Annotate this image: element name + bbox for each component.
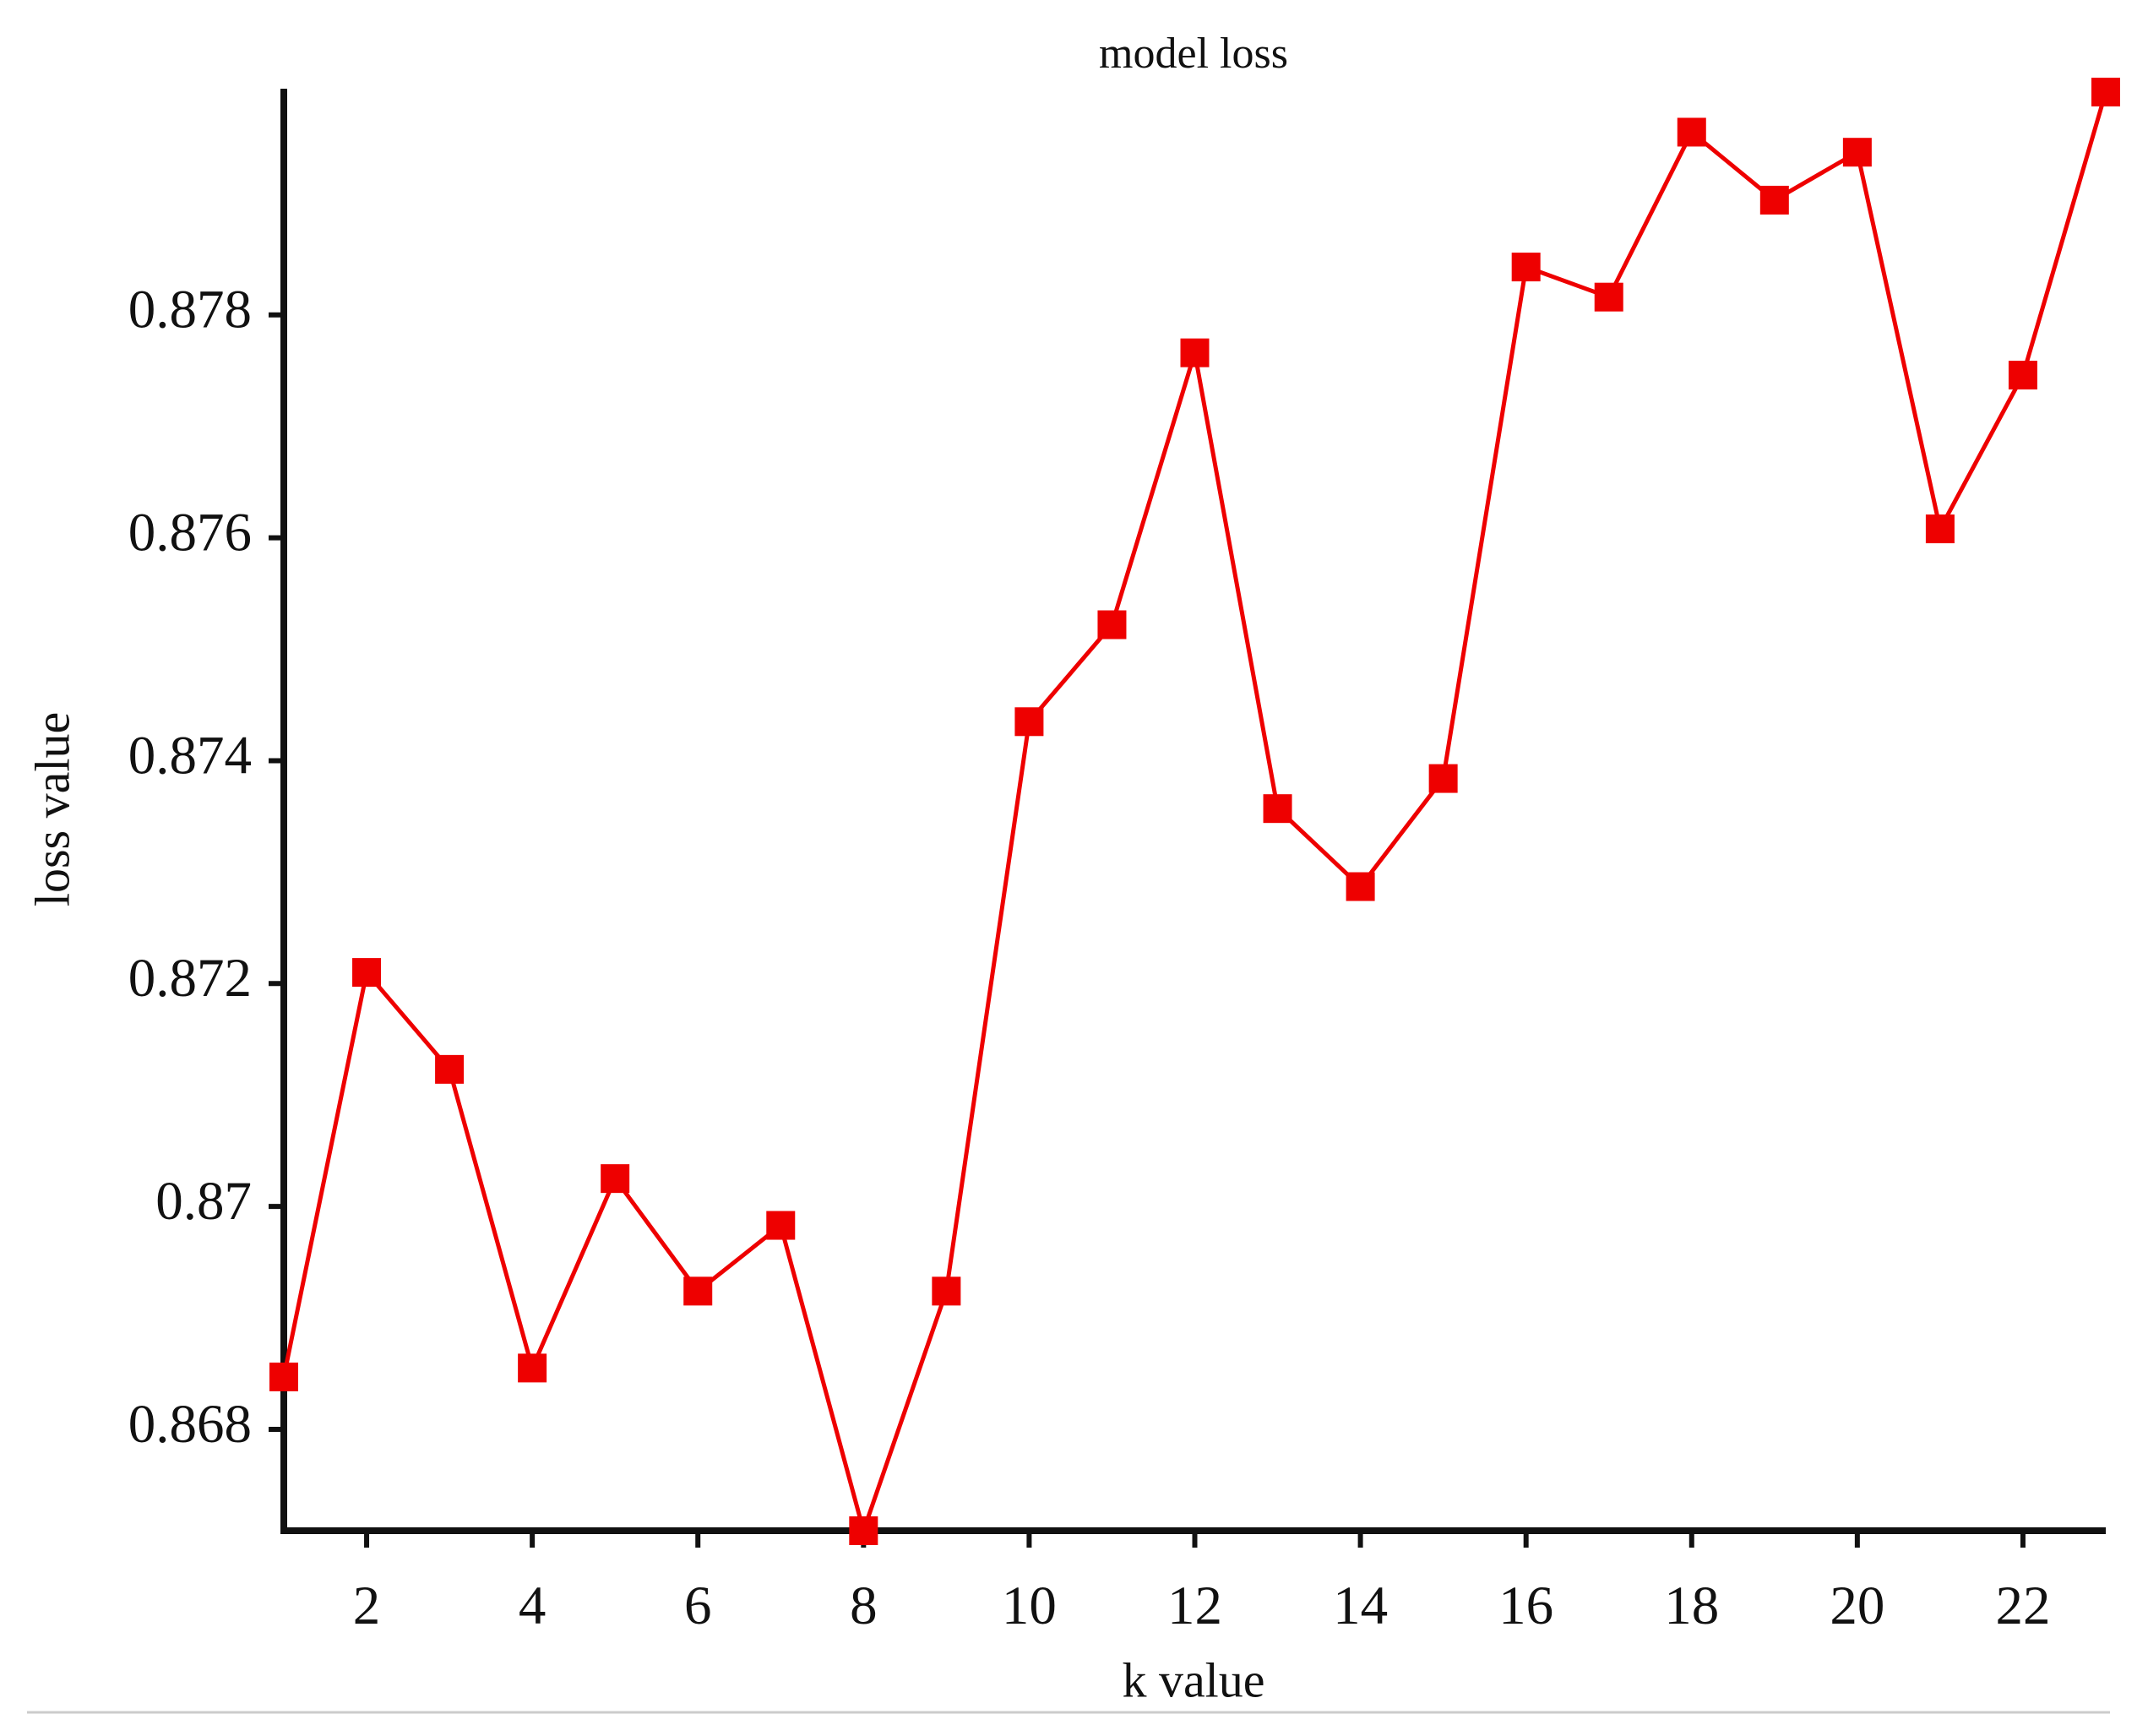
- marker: [1263, 794, 1292, 824]
- y-tick-label: 0.878: [128, 280, 252, 340]
- x-tick-label: 14: [1333, 1575, 1388, 1636]
- y-tick-label: 0.874: [128, 725, 252, 786]
- marker: [1677, 117, 1706, 147]
- x-tick-label: 22: [1995, 1575, 2050, 1636]
- y-tick-label: 0.876: [128, 503, 252, 563]
- marker: [1014, 707, 1044, 737]
- y-tick-label: 0.87: [155, 1171, 252, 1232]
- marker: [2008, 361, 2037, 390]
- marker: [683, 1276, 713, 1306]
- marker: [269, 1362, 298, 1391]
- marker: [1594, 282, 1623, 312]
- marker: [1097, 610, 1127, 639]
- marker: [766, 1211, 796, 1240]
- series-line: [281, 91, 2108, 1538]
- marker: [2091, 77, 2120, 106]
- marker: [352, 958, 382, 988]
- x-tick-label: 2: [353, 1575, 381, 1636]
- marker: [1759, 185, 1789, 215]
- y-tick-label: 0.872: [128, 948, 252, 1009]
- x-tick-label: 6: [684, 1575, 712, 1636]
- x-axis-label: k value: [1122, 1652, 1264, 1707]
- marker: [1346, 872, 1375, 901]
- x-tick-label: 8: [850, 1575, 878, 1636]
- x-tick-label: 16: [1498, 1575, 1553, 1636]
- y-tick-label: 0.868: [128, 1394, 252, 1455]
- marker: [601, 1164, 630, 1194]
- marker: [435, 1054, 465, 1084]
- marker: [518, 1353, 547, 1383]
- marker: [1842, 138, 1872, 167]
- marker: [1180, 338, 1210, 367]
- x-tick-label: 20: [1830, 1575, 1884, 1636]
- x-tick-label: 10: [1002, 1575, 1057, 1636]
- marker: [1428, 764, 1458, 793]
- marker: [849, 1516, 878, 1545]
- marker: [1925, 514, 1955, 544]
- marker: [932, 1276, 961, 1306]
- x-tick-label: 12: [1167, 1575, 1222, 1636]
- x-tick-label: 4: [519, 1575, 547, 1636]
- y-axis-label: loss value: [24, 712, 79, 906]
- chart-title: model loss: [1099, 30, 1288, 78]
- x-tick-label: 18: [1664, 1575, 1719, 1636]
- marker: [1511, 253, 1541, 282]
